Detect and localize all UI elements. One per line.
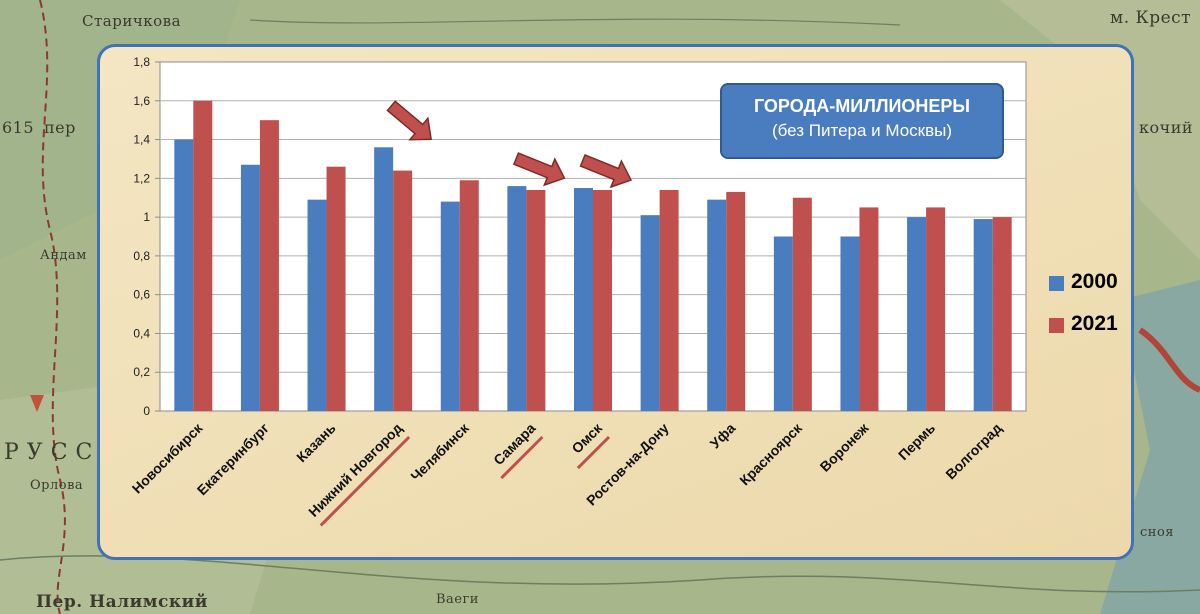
bar-2021 xyxy=(593,189,612,411)
bar-2021 xyxy=(393,170,413,411)
chart-title-box: ГОРОДА-МИЛЛИОНЕРЫ (без Питера и Москвы) xyxy=(720,83,1004,159)
bar-2000 xyxy=(507,186,527,411)
bar-2000 xyxy=(840,236,860,411)
legend-item-2000: 2000 xyxy=(1049,270,1139,300)
x-tick-label: Екатеринбург xyxy=(194,420,272,498)
arrow-icon xyxy=(579,154,633,189)
bar-2000 xyxy=(240,164,260,411)
underline-Самара xyxy=(500,435,544,480)
bar-2021 xyxy=(992,217,1012,411)
y-tick-label: 1,4 xyxy=(133,133,150,147)
map-label: Ваеги xyxy=(436,592,479,607)
y-axis-ticks: 0 0,2 0,4 0,6 0,8 1 1,2 1,4 1,6 1,8 xyxy=(133,55,160,418)
bar-2021 xyxy=(926,207,946,411)
bars xyxy=(174,100,1012,412)
bar-2021 xyxy=(326,166,346,411)
arrow-icon xyxy=(512,152,566,187)
bar-2021 xyxy=(726,191,746,411)
underline-Омск xyxy=(576,435,611,470)
map-label: РУСС xyxy=(4,440,101,465)
x-tick-label: Красноярск xyxy=(736,419,805,488)
bar-2021 xyxy=(526,189,546,411)
x-tick-label: Уфа xyxy=(707,420,739,452)
y-tick-label: 1,2 xyxy=(133,171,150,185)
map-label: Пер. Налимский xyxy=(36,592,208,612)
bar-2000 xyxy=(574,188,593,411)
bar-2021 xyxy=(792,197,812,411)
map-label: сноя xyxy=(1140,525,1174,540)
x-tick-label: Казань xyxy=(293,420,339,466)
map-label: пер xyxy=(44,118,76,137)
arrow-shape xyxy=(386,100,433,141)
y-tick-label: 0,2 xyxy=(133,365,150,379)
bar-2000 xyxy=(773,236,793,411)
map-label: Старичкова xyxy=(82,12,182,30)
arrow-icon xyxy=(386,100,433,141)
map-label: м. Крест xyxy=(1110,8,1192,28)
map-label: Андам xyxy=(40,248,87,263)
legend-swatch xyxy=(1049,276,1064,291)
y-tick-label: 0,6 xyxy=(133,288,150,302)
bar-2000 xyxy=(973,219,993,411)
arrow-shape xyxy=(579,154,633,189)
bar-2000 xyxy=(907,217,927,411)
x-tick-label: Самара xyxy=(490,420,538,468)
x-tick-label: Пермь xyxy=(895,420,939,464)
bar-2021 xyxy=(259,120,279,412)
chart-title: ГОРОДА-МИЛЛИОНЕРЫ xyxy=(753,96,971,116)
bar-2000 xyxy=(640,215,660,411)
bar-2021 xyxy=(859,207,879,411)
legend-label: 2021 xyxy=(1071,312,1118,335)
bar-2000 xyxy=(440,201,460,411)
x-tick-label: Волгоград xyxy=(942,420,1005,483)
bar-2021 xyxy=(659,189,679,411)
map-label: кочий xyxy=(1139,118,1194,137)
y-tick-label: 0 xyxy=(143,404,150,418)
legend-swatch xyxy=(1049,318,1064,333)
legend-label: 2000 xyxy=(1071,270,1118,293)
arrow-shape xyxy=(512,152,566,187)
bar-2000 xyxy=(307,199,327,411)
x-tick-label: Воронеж xyxy=(817,419,873,475)
y-tick-label: 1,6 xyxy=(133,94,150,108)
annotations xyxy=(319,100,633,527)
y-tick-label: 1,8 xyxy=(133,55,150,69)
bar-2021 xyxy=(193,100,213,412)
x-tick-label: Челябинск xyxy=(407,419,472,484)
chart-subtitle: (без Питера и Москвы) xyxy=(771,121,953,140)
bar-2000 xyxy=(174,139,194,412)
bar-2000 xyxy=(374,147,394,412)
bar-2021 xyxy=(459,180,479,411)
map-label: 615 xyxy=(2,118,35,137)
legend-item-2021: 2021 xyxy=(1049,312,1139,342)
y-tick-label: 0,8 xyxy=(133,249,150,263)
y-tick-label: 1 xyxy=(143,210,150,224)
x-tick-label: Омск xyxy=(568,419,605,456)
y-tick-label: 0,4 xyxy=(133,326,150,340)
bar-2000 xyxy=(707,199,727,411)
underline-Нижний Новгород xyxy=(319,435,411,527)
map-label: Орлова xyxy=(30,478,84,493)
